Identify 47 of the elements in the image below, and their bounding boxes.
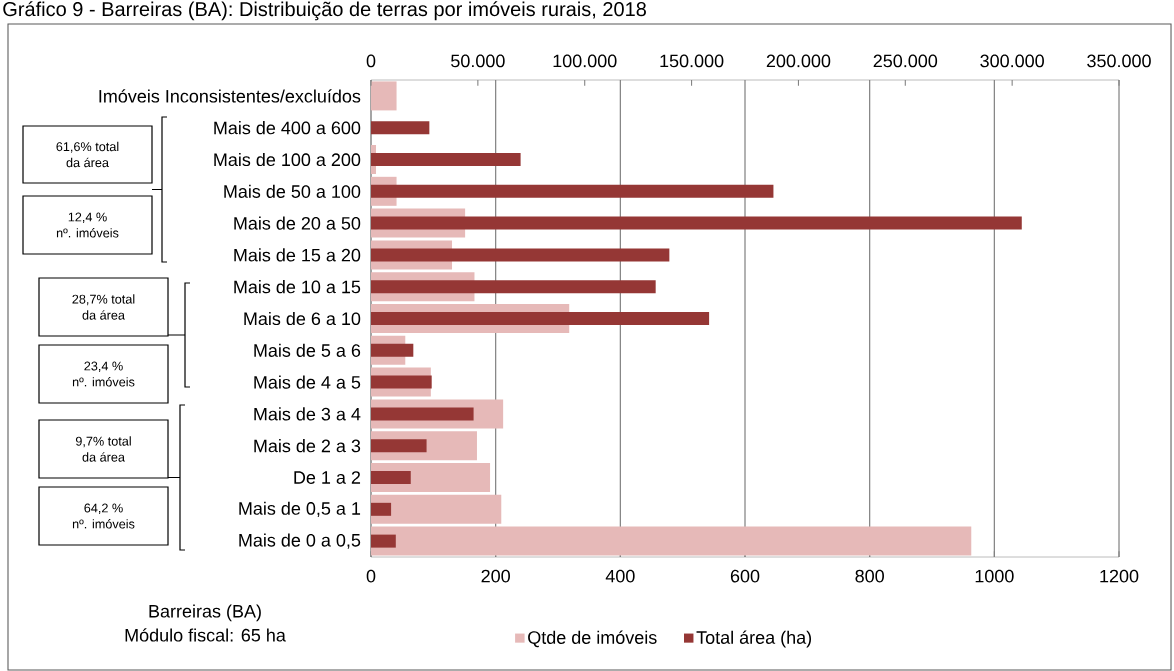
y-tick-label: Mais de 5 a 6: [254, 343, 361, 357]
text: da área: [82, 452, 125, 462]
text: 23,4 %: [84, 361, 123, 372]
text: nº. imóveis: [72, 377, 135, 387]
x-tick-label: 400: [605, 569, 635, 583]
x2-tick-label: 200.000: [766, 54, 831, 68]
text: Módulo fiscal: 65 ha: [125, 628, 286, 642]
text: nº. imóveis: [72, 519, 135, 529]
text: da área: [82, 310, 125, 320]
text: 64,2 %: [84, 503, 123, 514]
y-tick-label: Mais de 100 a 200: [214, 152, 361, 167]
x-tick-label: 600: [730, 569, 760, 583]
legend-label: Total área (ha): [696, 630, 812, 648]
y-tick-label: Mais de 0,5 a 1: [239, 501, 361, 517]
legend-label: Qtde de imóveis: [528, 630, 657, 648]
text: 9,7% total: [75, 436, 131, 448]
x2-tick-label: 0: [366, 54, 376, 68]
x2-tick-label: 150.000: [660, 54, 724, 68]
x2-tick-label: 250.000: [873, 54, 938, 68]
x-tick-label: 200: [481, 569, 510, 583]
x2-tick-label: 300.000: [980, 54, 1044, 68]
y-tick-label: Mais de 50 a 100: [224, 184, 361, 198]
text: 28,7% total: [72, 294, 135, 306]
text: 61,6% total: [56, 141, 119, 153]
y-tick-label: Mais de 0 a 0,5: [239, 533, 361, 549]
y-tick-label: Mais de 2 a 3: [254, 439, 361, 453]
y-tick-label: Mais de 4 a 5: [254, 375, 361, 389]
y-tick-label: Mais de 6 a 10: [244, 311, 361, 326]
chart-title: Gráfico 9 - Barreiras (BA): Distribuição de terras por imóveis rurais, 2018: [3, 1, 646, 21]
x-tick-label: 1200: [1100, 569, 1139, 583]
y-tick-label: Mais de 15 a 20: [234, 248, 361, 262]
y-tick-label: De 1 a 2: [294, 471, 361, 484]
x2-tick-label: 100.000: [553, 54, 617, 68]
x2-tick-label: 50.000: [451, 54, 505, 68]
x-tick-label: 1000: [975, 569, 1014, 583]
y-tick-label: Mais de 20 a 50: [234, 216, 361, 230]
y-tick-label: Mais de 10 a 15: [234, 280, 361, 294]
y-tick-label: Imóveis Inconsistentes/excluídos: [99, 89, 361, 103]
text: Barreiras (BA): [149, 604, 261, 622]
y-tick-label: Mais de 400 a 600: [214, 121, 361, 135]
x-tick-label: 0: [366, 569, 376, 583]
text: da área: [66, 157, 109, 168]
x-tick-label: 800: [855, 569, 884, 583]
text: 12,4 %: [68, 212, 107, 223]
x2-tick-label: 350.000: [1087, 54, 1151, 68]
y-tick-label: Mais de 3 a 4: [254, 407, 361, 421]
text: nº. imóveis: [56, 228, 119, 238]
